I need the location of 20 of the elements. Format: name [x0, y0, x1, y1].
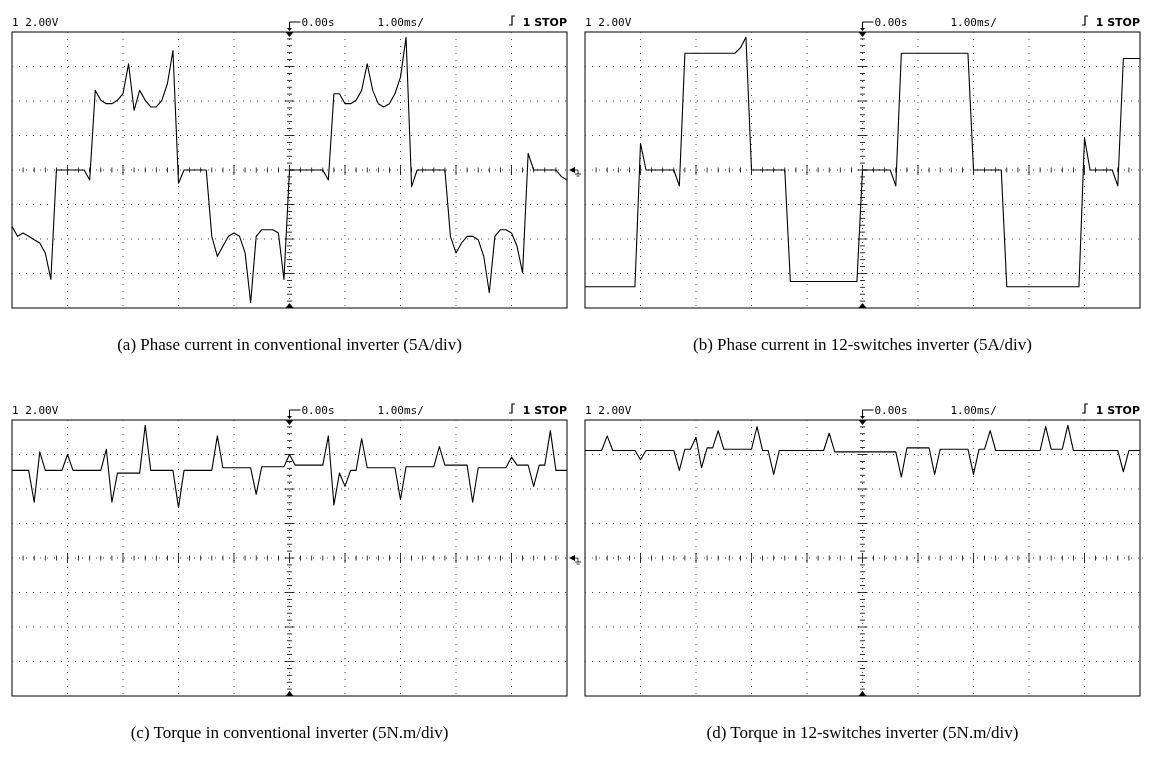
text: (d) Torque in 12-switches inverter (5N.m/div) — [706, 723, 1019, 742]
text: 0.00s — [874, 404, 908, 417]
text: 1 STOP — [522, 404, 567, 417]
text: 1 STOP — [1095, 404, 1140, 417]
text: 0.00s — [301, 16, 335, 29]
text: 1.00ms/ — [950, 404, 997, 417]
text: (b) Phase current in 12-switches inverter (5A/div) — [693, 335, 1032, 354]
text: 0.00s — [301, 404, 335, 417]
text: (a) Phase current in conventional inverter (5A/div) — [117, 335, 462, 354]
text: 1.00ms/ — [377, 404, 424, 417]
text: 1 STOP — [522, 16, 567, 29]
text: (c) Torque in conventional inverter (5N.m/div) — [130, 723, 449, 742]
text: 1 2.00V — [12, 404, 59, 417]
text: 1.00ms/ — [950, 16, 997, 29]
text: 1 2.00V — [585, 16, 632, 29]
text: 1.00ms/ — [377, 16, 424, 29]
text: 1 2.00V — [585, 404, 632, 417]
text: 0.00s — [874, 16, 908, 29]
text: 1 2.00V — [12, 16, 59, 29]
text: 1 STOP — [1095, 16, 1140, 29]
